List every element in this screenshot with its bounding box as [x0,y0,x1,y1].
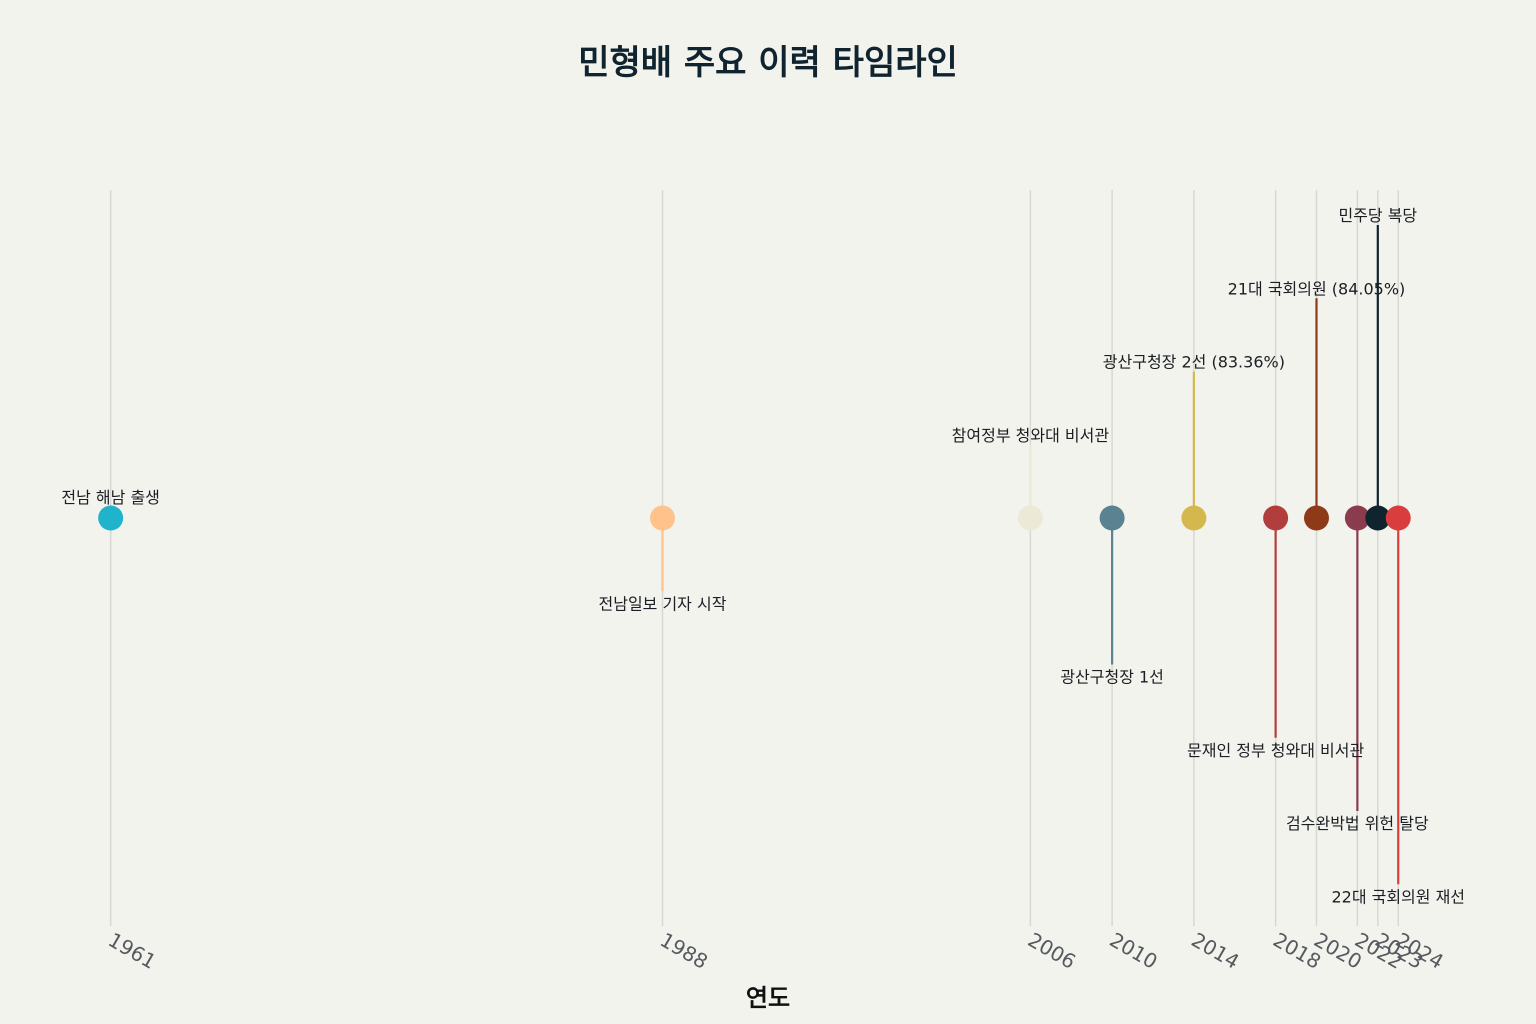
event-marker [1181,505,1207,531]
event-label: 전남일보 기자 시작 [599,594,727,613]
event-label: 21대 국회의원 (84.05%) [1228,279,1406,298]
event-marker [1263,505,1289,531]
event-marker [1017,505,1043,531]
event-label: 참여정부 청와대 비서관 [952,426,1110,445]
event-label: 민주당 복당 [1338,206,1417,225]
x-axis-label: 연도 [746,984,790,1012]
event-label: 22대 국회의원 재선 [1331,887,1465,906]
event-marker [98,505,124,531]
event-label: 광산구청장 1선 [1060,668,1164,687]
marker-layer [98,505,1411,531]
event-marker [1365,505,1391,531]
event-marker [1344,505,1370,531]
event-label: 검수완박법 위헌 탈당 [1286,814,1429,833]
event-label: 문재인 정부 청와대 비서관 [1187,741,1364,760]
event-marker [1385,505,1411,531]
event-label: 광산구청장 2선 (83.36%) [1103,353,1285,372]
chart-title: 민형배 주요 이력 타임라인 [578,43,958,83]
event-marker [1099,505,1125,531]
event-marker [649,505,675,531]
event-marker [1303,505,1329,531]
stem-layer [661,225,1400,885]
event-label: 전남 해남 출생 [61,488,160,507]
